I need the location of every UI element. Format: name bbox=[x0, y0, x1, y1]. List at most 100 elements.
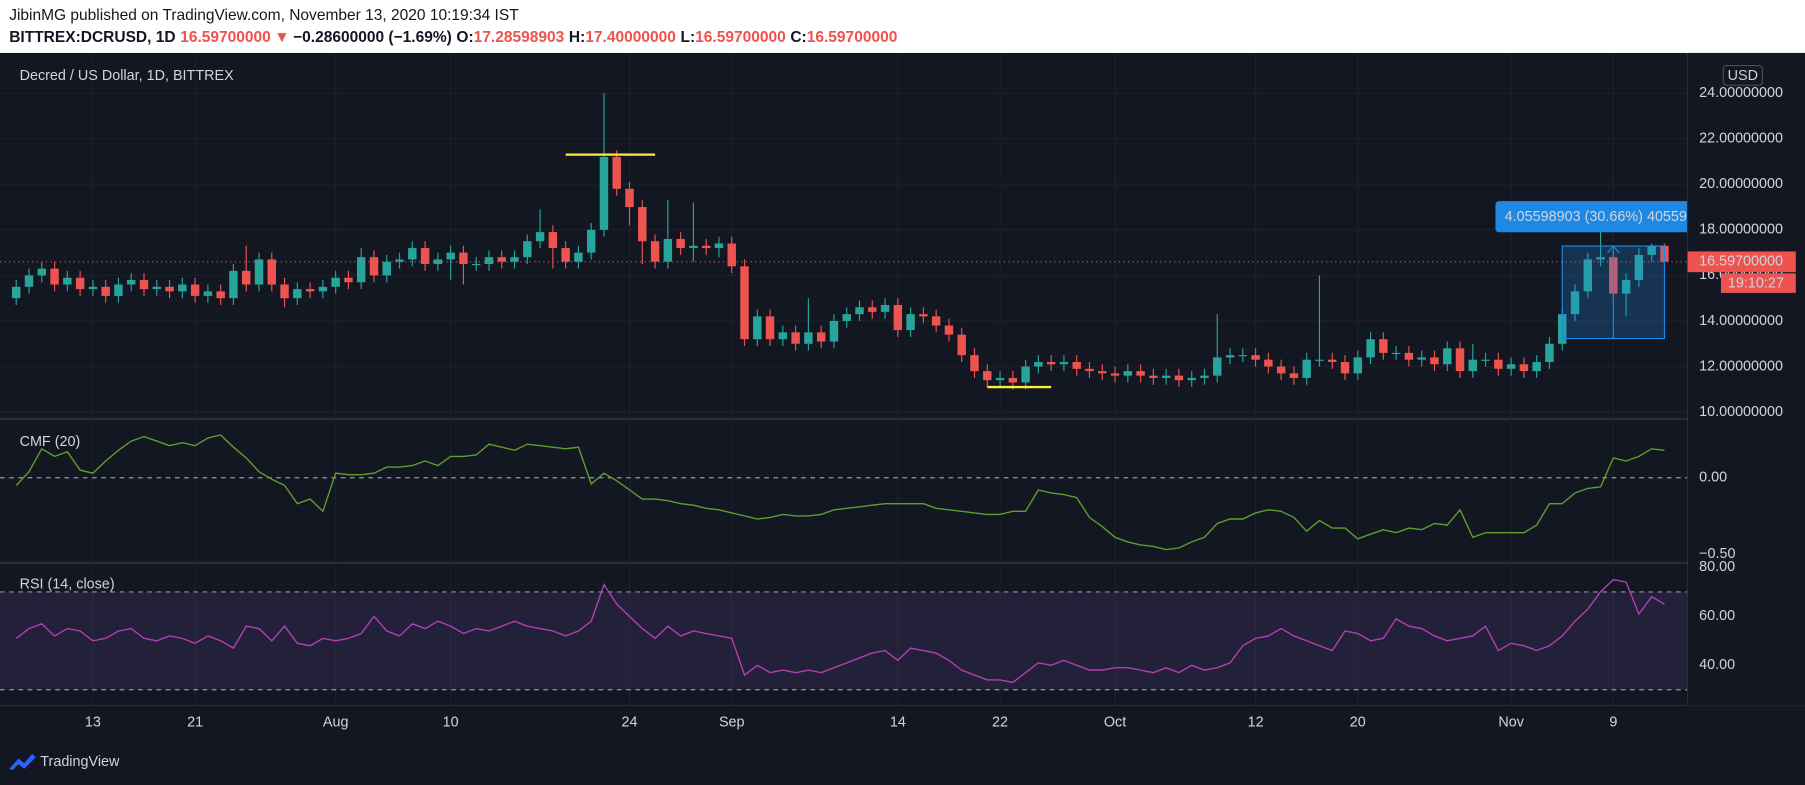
last-price-label: 16.59700000 bbox=[1699, 254, 1783, 270]
candle-body bbox=[638, 207, 647, 242]
candle-body bbox=[267, 259, 276, 285]
candle-body bbox=[1455, 348, 1465, 372]
candle-body bbox=[471, 264, 481, 266]
y-tick-label: −0.50 bbox=[1699, 546, 1735, 562]
x-tick-label: 21 bbox=[187, 715, 203, 731]
candle-body bbox=[280, 284, 289, 299]
candle-body bbox=[1430, 357, 1439, 365]
candle-body bbox=[714, 243, 724, 249]
candle-body bbox=[855, 307, 864, 315]
candle-body bbox=[561, 248, 570, 262]
last-value: 16.59700000 bbox=[180, 29, 271, 46]
candle-body bbox=[1174, 375, 1184, 381]
candle-body bbox=[1059, 361, 1069, 365]
candle-body bbox=[944, 325, 954, 335]
candle-body bbox=[1276, 366, 1286, 374]
candle-body bbox=[293, 289, 302, 299]
publisher-line: JibinMG published on TradingView.com, No… bbox=[9, 7, 519, 24]
candle-body bbox=[1353, 357, 1363, 374]
x-tick-label: Sep bbox=[719, 715, 745, 731]
candle-body bbox=[1545, 343, 1554, 362]
candle-body bbox=[791, 332, 800, 344]
open-value: 17.28598903 bbox=[474, 29, 565, 46]
y-tick-label: 12.00000000 bbox=[1699, 358, 1783, 374]
indicator-line bbox=[15, 578, 1665, 684]
candle-body bbox=[1008, 377, 1018, 383]
candle-body bbox=[957, 334, 966, 356]
indicator-line bbox=[15, 434, 1665, 551]
candle-body bbox=[305, 289, 315, 292]
candle-body bbox=[254, 259, 264, 285]
candle-body bbox=[369, 257, 379, 276]
candle-body bbox=[318, 286, 328, 292]
candle-body bbox=[868, 307, 877, 312]
currency-box bbox=[1722, 65, 1763, 86]
candle-body bbox=[101, 286, 110, 296]
candle-body bbox=[408, 248, 417, 260]
plot: 4.05598903 (30.66%) 40559 bbox=[0, 52, 1726, 706]
candle-body bbox=[1034, 361, 1043, 367]
high-label: H: bbox=[569, 29, 585, 46]
candle-body bbox=[1315, 359, 1324, 361]
candle-body bbox=[1046, 361, 1056, 365]
candle-body bbox=[1583, 259, 1593, 292]
candle-body bbox=[395, 259, 404, 262]
candle-body bbox=[995, 377, 1005, 381]
x-tick-label: Aug bbox=[323, 715, 349, 731]
measure-label: 4.05598903 (30.66%) 40559 bbox=[1505, 209, 1687, 225]
logo-icon bbox=[9, 753, 36, 771]
candle-body bbox=[356, 257, 366, 283]
candle-body bbox=[842, 314, 851, 321]
candle-body bbox=[1570, 291, 1580, 315]
candle-body bbox=[1417, 357, 1426, 360]
candle-body bbox=[574, 252, 583, 262]
candle-body bbox=[689, 245, 698, 249]
candle-body bbox=[446, 252, 455, 260]
candle-body bbox=[50, 268, 59, 285]
candle-body bbox=[484, 257, 494, 265]
candle-body bbox=[548, 232, 558, 249]
candle-body bbox=[497, 257, 506, 262]
candle-body bbox=[676, 238, 685, 249]
symbol: BITTREX:DCRUSD, 1D bbox=[9, 29, 175, 46]
countdown-box bbox=[1720, 273, 1796, 293]
indicator-title: CMF (20) bbox=[20, 434, 81, 450]
candle-body bbox=[331, 277, 340, 287]
candle-body bbox=[344, 277, 353, 283]
close-label: C: bbox=[790, 29, 806, 46]
candle-body bbox=[650, 241, 660, 262]
candle-body bbox=[1379, 339, 1388, 353]
x-tick-label: 9 bbox=[1609, 715, 1617, 731]
candle-body bbox=[740, 266, 749, 340]
symbol-line: BITTREX:DCRUSD, 1D 16.59700000 ▼ −0.2860000… bbox=[9, 29, 897, 46]
y-tick-label: 22.00000000 bbox=[1699, 131, 1783, 147]
y-tick-label: 80.00 bbox=[1699, 559, 1735, 575]
candle-body bbox=[906, 314, 915, 331]
candle-body bbox=[1200, 375, 1209, 378]
candle-body bbox=[1468, 359, 1478, 372]
x-tick-label: 20 bbox=[1350, 715, 1366, 731]
candle-body bbox=[1494, 359, 1503, 369]
candle-body bbox=[37, 268, 47, 276]
candle-body bbox=[216, 291, 225, 299]
x-tick-label: 12 bbox=[1248, 715, 1264, 731]
candle-body bbox=[12, 286, 21, 299]
x-tick-label: Nov bbox=[1498, 715, 1524, 731]
candle-body bbox=[1302, 359, 1311, 378]
candle-body bbox=[625, 188, 634, 208]
candle-body bbox=[727, 243, 736, 267]
candle-body bbox=[1391, 352, 1401, 355]
x-tick-label: 22 bbox=[992, 715, 1008, 731]
candle-body bbox=[1481, 359, 1490, 361]
axis-background bbox=[1687, 52, 1805, 706]
y-tick-label: 14.00000000 bbox=[1699, 313, 1783, 329]
brand-logo: TradingView bbox=[9, 753, 120, 771]
y-tick-label: 24.00000000 bbox=[1699, 85, 1783, 101]
candle-body bbox=[24, 275, 34, 287]
y-tick-label: 10.00000000 bbox=[1699, 404, 1783, 420]
y-tick-label: 0.00 bbox=[1699, 470, 1727, 486]
close-value: 16.59700000 bbox=[807, 29, 898, 46]
candle-body bbox=[1085, 368, 1094, 372]
